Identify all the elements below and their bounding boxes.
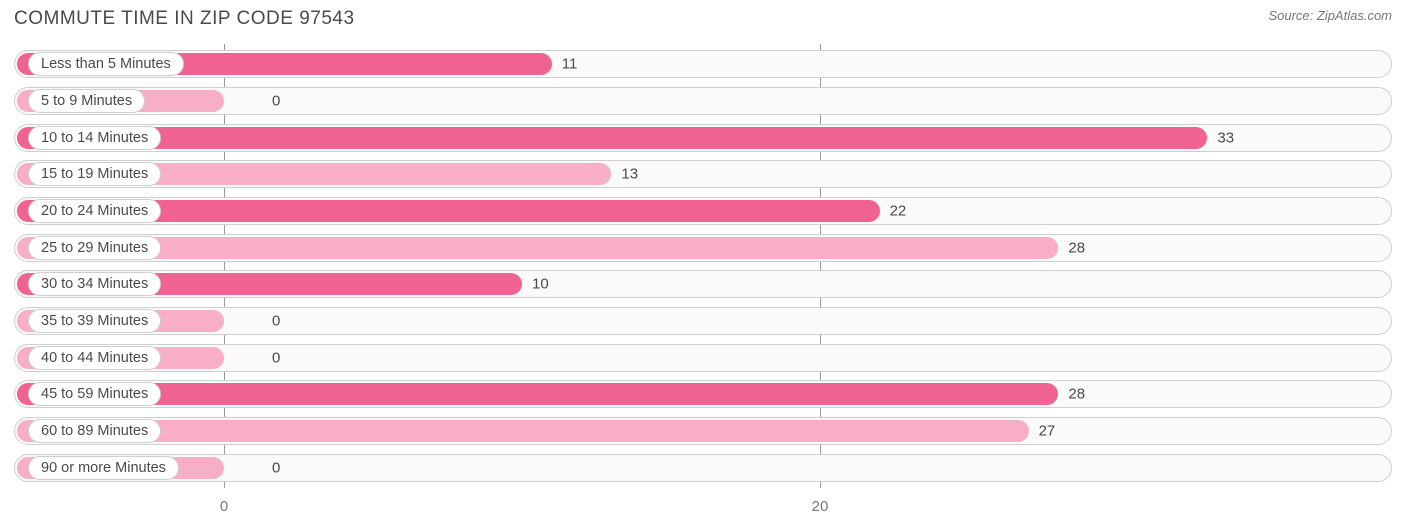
x-tick: 0 — [220, 498, 228, 515]
category-pill: 60 to 89 Minutes — [28, 419, 161, 443]
value-label: 0 — [272, 92, 280, 109]
bar-row: 15 to 19 Minutes 13 — [14, 160, 1392, 188]
category-pill: 5 to 9 Minutes — [28, 89, 145, 113]
category-pill: 30 to 34 Minutes — [28, 272, 161, 296]
category-pill: 40 to 44 Minutes — [28, 346, 161, 370]
bar-row: Less than 5 Minutes 11 — [14, 50, 1392, 78]
category-pill: 90 or more Minutes — [28, 456, 179, 480]
bar-row: 90 or more Minutes 0 — [14, 454, 1392, 482]
bar-row: 45 to 59 Minutes 28 — [14, 380, 1392, 408]
x-tick: 20 — [812, 498, 829, 515]
value-label: 0 — [272, 349, 280, 366]
bar-row: 30 to 34 Minutes 10 — [14, 270, 1392, 298]
category-pill: 15 to 19 Minutes — [28, 162, 161, 186]
bar-row: 5 to 9 Minutes 0 — [14, 87, 1392, 115]
value-label: 0 — [272, 312, 280, 329]
category-pill: Less than 5 Minutes — [28, 52, 184, 76]
bar — [17, 420, 1029, 442]
chart-header: COMMUTE TIME IN ZIP CODE 97543 Source: Z… — [14, 8, 1392, 30]
bar — [17, 383, 1058, 405]
chart-source: Source: ZipAtlas.com — [1268, 8, 1392, 23]
chart-container: COMMUTE TIME IN ZIP CODE 97543 Source: Z… — [0, 0, 1406, 524]
chart-title: COMMUTE TIME IN ZIP CODE 97543 — [14, 8, 355, 30]
plot-area: Less than 5 Minutes 11 5 to 9 Minutes 0 10 t… — [14, 44, 1392, 488]
bar-row: 25 to 29 Minutes 28 — [14, 234, 1392, 262]
value-label: 22 — [890, 202, 907, 219]
bar-row: 40 to 44 Minutes 0 — [14, 344, 1392, 372]
category-pill: 45 to 59 Minutes — [28, 382, 161, 406]
value-label: 0 — [272, 459, 280, 476]
bar — [17, 237, 1058, 259]
bar-row: 35 to 39 Minutes 0 — [14, 307, 1392, 335]
category-pill: 25 to 29 Minutes — [28, 236, 161, 260]
value-label: 28 — [1068, 239, 1085, 256]
bars-group: Less than 5 Minutes 11 5 to 9 Minutes 0 10 t… — [14, 44, 1392, 488]
value-label: 33 — [1217, 129, 1234, 146]
x-axis: 02040 — [14, 498, 1392, 518]
bar — [17, 127, 1207, 149]
value-label: 27 — [1039, 422, 1056, 439]
value-label: 10 — [532, 276, 549, 293]
value-label: 13 — [621, 166, 638, 183]
value-label: 11 — [562, 56, 578, 73]
category-pill: 20 to 24 Minutes — [28, 199, 161, 223]
bar-row: 10 to 14 Minutes 33 — [14, 124, 1392, 152]
category-pill: 35 to 39 Minutes — [28, 309, 161, 333]
category-pill: 10 to 14 Minutes — [28, 126, 161, 150]
bar-row: 60 to 89 Minutes 27 — [14, 417, 1392, 445]
value-label: 28 — [1068, 386, 1085, 403]
bar-row: 20 to 24 Minutes 22 — [14, 197, 1392, 225]
